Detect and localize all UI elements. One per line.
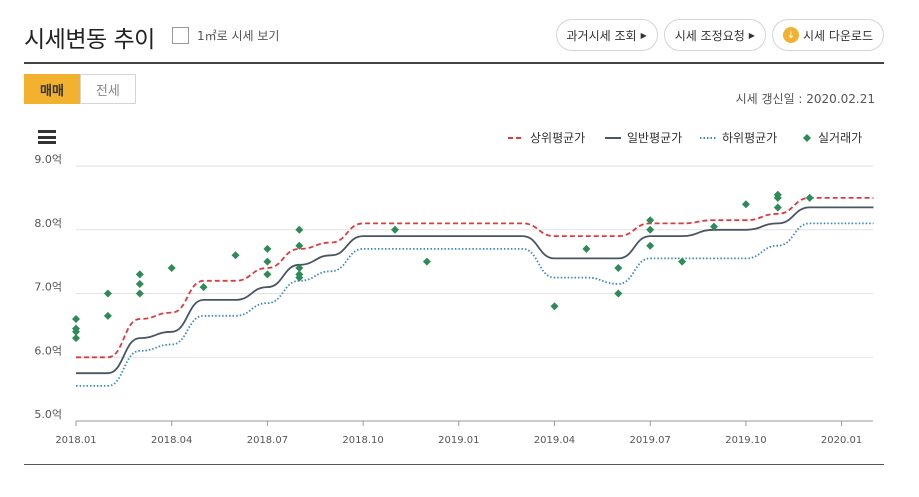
- x-tick-label: 2018.04: [151, 435, 192, 446]
- y-tick-label: 6.0억: [34, 344, 62, 357]
- transaction-point: [614, 264, 623, 272]
- transaction-point: [72, 327, 80, 336]
- price-download-button[interactable]: ↓ 시세 다운로드: [771, 19, 884, 51]
- x-tick-label: 2018.10: [342, 435, 383, 446]
- transaction-point: [231, 251, 240, 260]
- transaction-point: [295, 241, 304, 250]
- transaction-point: [391, 225, 399, 234]
- tab-sale[interactable]: 매매: [24, 74, 80, 104]
- x-tick-label: 2018.01: [55, 435, 96, 446]
- caret-right-icon: ▶: [748, 30, 755, 40]
- action-buttons: 과거시세 조회 ▶ 시세 조정요청 ▶ ↓ 시세 다운로드: [555, 19, 884, 51]
- series-line-solid: [76, 206, 874, 375]
- legend-label: 일반평균가: [627, 131, 682, 145]
- transaction-point: [646, 216, 655, 225]
- transaction-point: [135, 270, 144, 279]
- legend-label: 실거래가: [818, 131, 862, 145]
- past-price-label: 과거시세 조회: [566, 28, 637, 43]
- transaction-point: [167, 264, 176, 272]
- price-download-label: 시세 다운로드: [802, 28, 873, 43]
- y-tick-label: 5.0억: [34, 408, 62, 421]
- page-title: 시세변동 추이: [24, 27, 155, 53]
- x-tick-label: 2019.07: [630, 435, 671, 446]
- series-line-dashed: [76, 196, 874, 359]
- transaction-point: [805, 193, 814, 202]
- transaction-point: [263, 270, 272, 279]
- transaction-point: [582, 244, 591, 253]
- transaction-point: [295, 225, 304, 234]
- legend-marker: [803, 134, 811, 142]
- transaction-point: [295, 264, 304, 272]
- transaction-point: [550, 302, 559, 311]
- transaction-point: [103, 289, 112, 298]
- transaction-point: [135, 289, 144, 298]
- transaction-point: [678, 257, 687, 266]
- transaction-point: [263, 244, 272, 253]
- transaction-point: [135, 279, 144, 288]
- caret-right-icon: ▶: [640, 30, 647, 40]
- transaction-point: [646, 225, 655, 234]
- transaction-point: [741, 200, 750, 209]
- transaction-point: [199, 283, 208, 292]
- transaction-point: [72, 334, 80, 343]
- transaction-point: [422, 257, 431, 266]
- bottom-divider: [24, 464, 884, 465]
- tab-jeonse[interactable]: 전세: [79, 74, 136, 104]
- y-tick-label: 7.0억: [34, 281, 62, 294]
- x-tick-label: 2020.01: [821, 435, 862, 446]
- transaction-point: [614, 289, 623, 298]
- price-adjust-button[interactable]: 시세 조정요청 ▶: [663, 19, 766, 51]
- x-tick-label: 2018.07: [247, 435, 288, 446]
- unit-toggle-label: 1㎡로 시세 보기: [197, 29, 280, 43]
- x-tick-label: 2019.01: [438, 435, 479, 446]
- y-tick-label: 9.0억: [34, 153, 62, 166]
- legend-label: 하위평균가: [722, 131, 777, 145]
- past-price-button[interactable]: 과거시세 조회 ▶: [555, 19, 658, 51]
- unit-checkbox[interactable]: [172, 27, 189, 44]
- unit-toggle[interactable]: 1㎡로 시세 보기: [172, 27, 279, 44]
- series-line-dotted: [75, 222, 874, 387]
- price-adjust-label: 시세 조정요청: [674, 28, 745, 43]
- transaction-point: [710, 222, 718, 231]
- legend-label: 상위평균가: [530, 131, 585, 145]
- transaction-point: [72, 315, 80, 323]
- transaction-point: [263, 257, 272, 266]
- transaction-point: [773, 203, 782, 212]
- x-tick-label: 2019.04: [534, 435, 575, 446]
- deal-type-tabs: 매매 전세: [24, 74, 136, 104]
- transaction-point: [103, 311, 112, 320]
- y-tick-label: 8.0억: [34, 217, 62, 230]
- update-date: 시세 갱신일 : 2020.02.21: [735, 92, 875, 106]
- transaction-point: [773, 193, 782, 202]
- download-icon: ↓: [782, 27, 799, 43]
- transaction-point: [646, 241, 655, 250]
- hamburger-menu-icon[interactable]: [38, 130, 56, 144]
- title-divider: [24, 62, 884, 64]
- transaction-point: [295, 273, 304, 282]
- chart-header: 시세변동 추이 1㎡로 시세 보기 과거시세 조회 ▶ 시세 조정요청 ▶ ↓ …: [24, 18, 884, 60]
- x-tick-label: 2019.10: [725, 435, 766, 446]
